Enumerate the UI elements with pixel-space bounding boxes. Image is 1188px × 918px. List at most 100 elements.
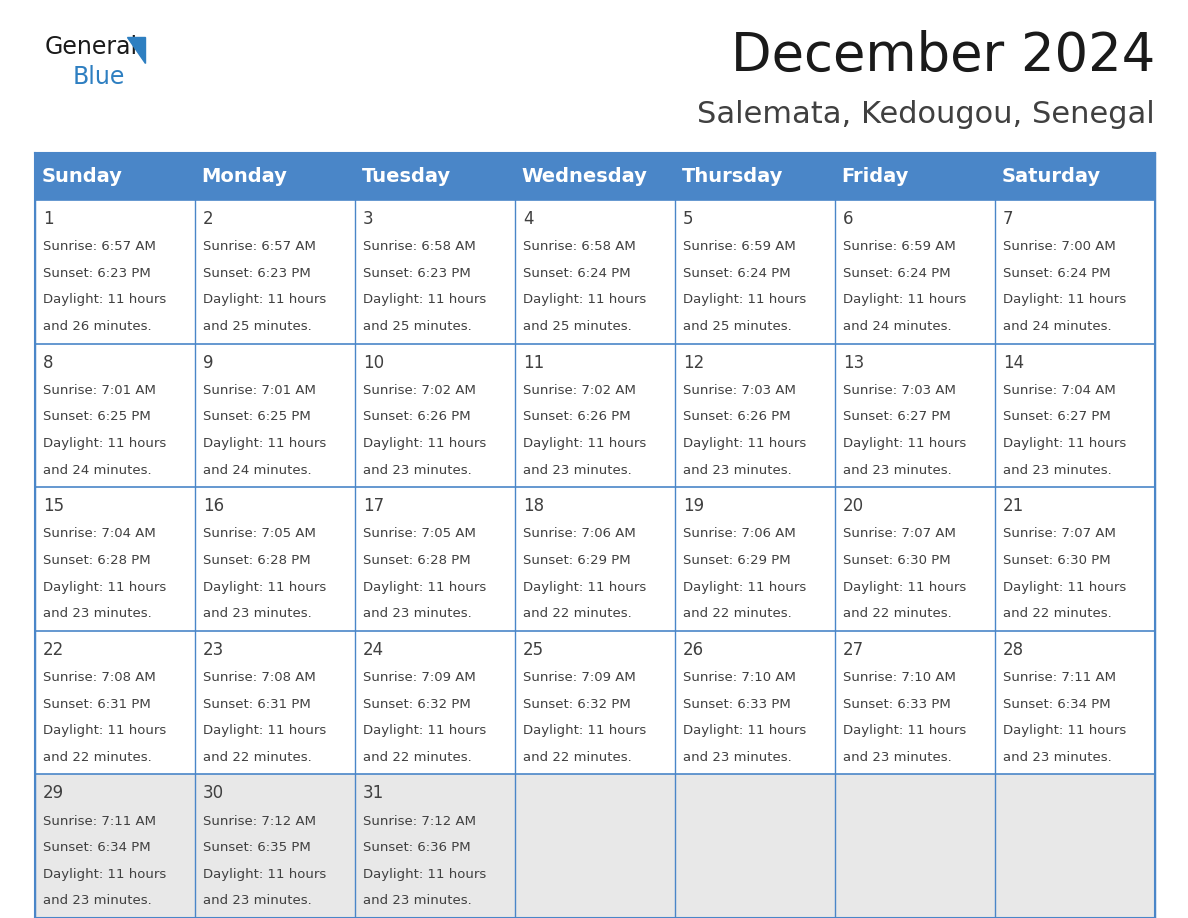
Text: 5: 5 [683, 210, 694, 228]
Text: Sunrise: 7:07 AM: Sunrise: 7:07 AM [843, 528, 956, 541]
Polygon shape [127, 37, 145, 63]
Text: and 22 minutes.: and 22 minutes. [683, 607, 791, 620]
Text: Sunrise: 7:03 AM: Sunrise: 7:03 AM [683, 384, 796, 397]
Text: Sunset: 6:33 PM: Sunset: 6:33 PM [843, 698, 950, 711]
Text: and 22 minutes.: and 22 minutes. [843, 607, 952, 620]
Text: and 24 minutes.: and 24 minutes. [43, 464, 152, 476]
Text: Sunrise: 7:09 AM: Sunrise: 7:09 AM [523, 671, 636, 684]
Text: 17: 17 [364, 498, 384, 515]
Text: Daylight: 11 hours: Daylight: 11 hours [203, 724, 327, 737]
Bar [835, 775, 996, 918]
Text: and 22 minutes.: and 22 minutes. [203, 751, 311, 764]
Text: Daylight: 11 hours: Daylight: 11 hours [523, 580, 646, 594]
Text: Daylight: 11 hours: Daylight: 11 hours [43, 868, 166, 880]
Text: Daylight: 11 hours: Daylight: 11 hours [43, 294, 166, 307]
Text: Sunrise: 7:06 AM: Sunrise: 7:06 AM [523, 528, 636, 541]
Text: and 22 minutes.: and 22 minutes. [1003, 607, 1112, 620]
Bar [34, 775, 195, 918]
Bar [34, 343, 195, 487]
Text: Sunrise: 7:05 AM: Sunrise: 7:05 AM [364, 528, 476, 541]
Text: Sunrise: 7:00 AM: Sunrise: 7:00 AM [1003, 241, 1116, 253]
Text: Daylight: 11 hours: Daylight: 11 hours [683, 294, 807, 307]
Text: Sunrise: 7:12 AM: Sunrise: 7:12 AM [364, 814, 476, 828]
Bar [516, 200, 675, 343]
Text: and 22 minutes.: and 22 minutes. [43, 751, 152, 764]
Bar [516, 775, 675, 918]
Text: Sunrise: 7:08 AM: Sunrise: 7:08 AM [203, 671, 316, 684]
Text: 23: 23 [203, 641, 225, 659]
Text: Sunrise: 7:01 AM: Sunrise: 7:01 AM [203, 384, 316, 397]
Text: 30: 30 [203, 785, 225, 802]
Text: Sunrise: 7:03 AM: Sunrise: 7:03 AM [843, 384, 956, 397]
Text: Sunrise: 7:05 AM: Sunrise: 7:05 AM [203, 528, 316, 541]
Text: and 23 minutes.: and 23 minutes. [843, 751, 952, 764]
Text: Sunrise: 7:01 AM: Sunrise: 7:01 AM [43, 384, 156, 397]
Text: and 25 minutes.: and 25 minutes. [203, 319, 311, 333]
Text: Daylight: 11 hours: Daylight: 11 hours [683, 580, 807, 594]
Text: 9: 9 [203, 353, 214, 372]
Text: Friday: Friday [841, 167, 909, 186]
Text: Daylight: 11 hours: Daylight: 11 hours [43, 580, 166, 594]
Bar [675, 200, 835, 343]
Text: and 23 minutes.: and 23 minutes. [364, 464, 472, 476]
Text: Sunset: 6:32 PM: Sunset: 6:32 PM [364, 698, 470, 711]
Text: 6: 6 [843, 210, 853, 228]
Bar [516, 631, 675, 775]
Text: Daylight: 11 hours: Daylight: 11 hours [364, 724, 486, 737]
Text: and 24 minutes.: and 24 minutes. [843, 319, 952, 333]
Text: 27: 27 [843, 641, 864, 659]
Text: Sunset: 6:36 PM: Sunset: 6:36 PM [364, 841, 470, 854]
Text: Daylight: 11 hours: Daylight: 11 hours [843, 724, 966, 737]
Text: and 23 minutes.: and 23 minutes. [683, 464, 791, 476]
Bar [355, 200, 516, 343]
Text: 26: 26 [683, 641, 704, 659]
Text: Wednesday: Wednesday [522, 167, 647, 186]
Text: 13: 13 [843, 353, 864, 372]
Text: 7: 7 [1003, 210, 1013, 228]
Text: 22: 22 [43, 641, 64, 659]
Text: Thursday: Thursday [682, 167, 783, 186]
Text: Sunset: 6:29 PM: Sunset: 6:29 PM [683, 554, 791, 567]
Bar [675, 343, 835, 487]
Bar [355, 775, 516, 918]
Text: Daylight: 11 hours: Daylight: 11 hours [364, 580, 486, 594]
Text: 25: 25 [523, 641, 544, 659]
Text: and 24 minutes.: and 24 minutes. [1003, 319, 1112, 333]
Text: Monday: Monday [202, 167, 287, 186]
Text: Sunrise: 7:10 AM: Sunrise: 7:10 AM [843, 671, 956, 684]
Bar [996, 487, 1155, 631]
Text: Sunset: 6:28 PM: Sunset: 6:28 PM [364, 554, 470, 567]
Text: Daylight: 11 hours: Daylight: 11 hours [523, 724, 646, 737]
Text: Daylight: 11 hours: Daylight: 11 hours [203, 580, 327, 594]
Text: Sunrise: 6:59 AM: Sunrise: 6:59 AM [683, 241, 796, 253]
Text: Daylight: 11 hours: Daylight: 11 hours [364, 294, 486, 307]
Text: and 23 minutes.: and 23 minutes. [843, 464, 952, 476]
Bar [996, 343, 1155, 487]
Bar [835, 200, 996, 343]
Text: Sunrise: 7:11 AM: Sunrise: 7:11 AM [43, 814, 156, 828]
Text: Sunset: 6:26 PM: Sunset: 6:26 PM [364, 410, 470, 423]
Bar [355, 343, 516, 487]
Text: Sunset: 6:24 PM: Sunset: 6:24 PM [523, 267, 631, 280]
Text: Sunrise: 6:58 AM: Sunrise: 6:58 AM [523, 241, 636, 253]
Text: and 23 minutes.: and 23 minutes. [1003, 751, 1112, 764]
Text: Sunset: 6:34 PM: Sunset: 6:34 PM [43, 841, 151, 854]
Text: 28: 28 [1003, 641, 1024, 659]
Text: and 23 minutes.: and 23 minutes. [1003, 464, 1112, 476]
Text: Sunset: 6:31 PM: Sunset: 6:31 PM [203, 698, 311, 711]
Text: Sunrise: 7:12 AM: Sunrise: 7:12 AM [203, 814, 316, 828]
Text: and 22 minutes.: and 22 minutes. [364, 751, 472, 764]
Text: Daylight: 11 hours: Daylight: 11 hours [43, 437, 166, 450]
Text: and 25 minutes.: and 25 minutes. [523, 319, 632, 333]
Text: and 24 minutes.: and 24 minutes. [203, 464, 311, 476]
Bar [34, 487, 195, 631]
Text: 1: 1 [43, 210, 53, 228]
Text: and 23 minutes.: and 23 minutes. [43, 607, 152, 620]
Text: Sunrise: 7:04 AM: Sunrise: 7:04 AM [43, 528, 156, 541]
Text: 20: 20 [843, 498, 864, 515]
Text: 10: 10 [364, 353, 384, 372]
Text: and 23 minutes.: and 23 minutes. [683, 751, 791, 764]
Text: and 23 minutes.: and 23 minutes. [523, 464, 632, 476]
Bar [355, 487, 516, 631]
Text: Sunrise: 7:06 AM: Sunrise: 7:06 AM [683, 528, 796, 541]
